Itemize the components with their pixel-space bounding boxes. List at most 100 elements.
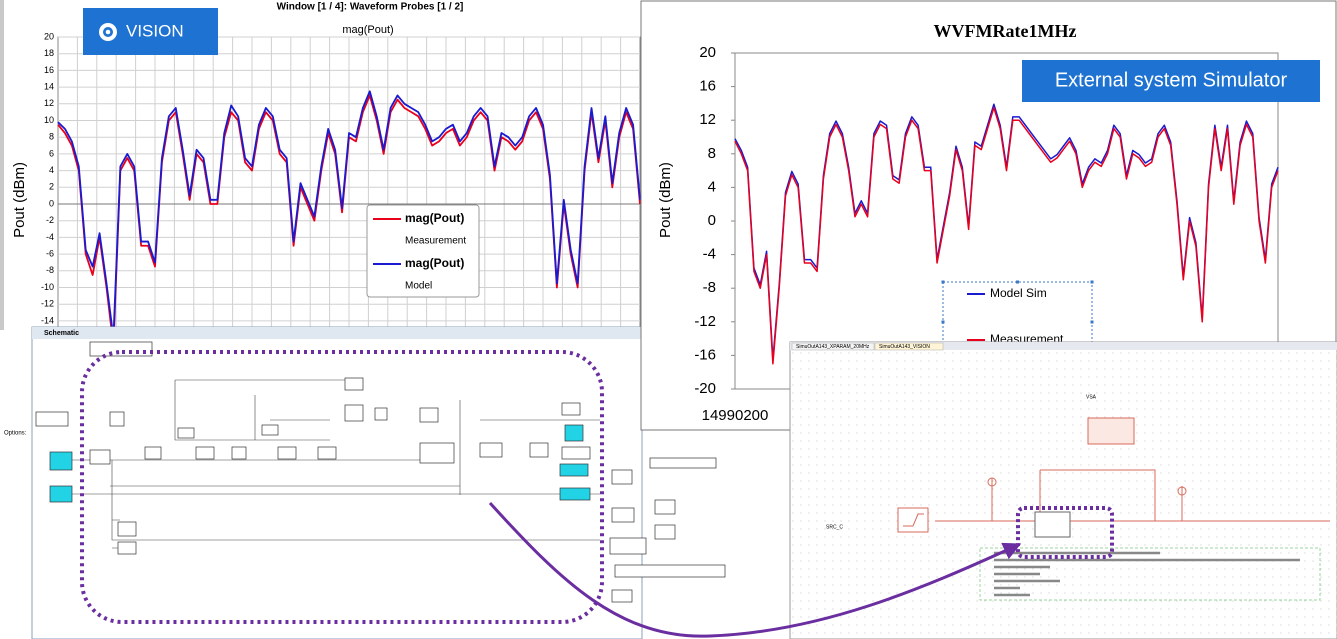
block: [609, 537, 647, 555]
block: [374, 407, 388, 421]
simulator-window: SimuOutA143_XPARAM_20MHz SimuOutA143_VIS…: [789, 341, 1337, 639]
block: [561, 402, 581, 416]
y-tick-label: 18: [44, 48, 54, 58]
block: [529, 442, 549, 458]
block: [344, 377, 364, 391]
badge-text: External system Simulator: [1055, 69, 1288, 91]
probe: [987, 477, 997, 487]
legend-label: mag(Pout): [405, 211, 464, 225]
legend-handle: [1090, 320, 1094, 324]
block: [117, 541, 137, 555]
block: [261, 424, 279, 436]
block: [277, 446, 297, 460]
block: [89, 449, 111, 465]
block: [419, 442, 455, 464]
y-tick-label: -12: [694, 313, 716, 330]
y-tick-label: -12: [41, 299, 54, 309]
legend-box: [366, 204, 480, 298]
chart-left: -20-18-16-14-12-10-8-6-4-202468101214161…: [11, 24, 641, 375]
y-axis-label: Pout (dBm): [657, 162, 674, 238]
block: [109, 411, 125, 427]
block: [559, 463, 589, 477]
source: [897, 507, 929, 533]
block: [35, 411, 69, 427]
panel: [31, 326, 643, 639]
block: [344, 404, 364, 422]
block: [614, 564, 726, 578]
y-tick-label: 6: [49, 148, 54, 158]
y-tick-label: 8: [708, 145, 716, 162]
block: [317, 446, 337, 460]
y-tick-label: 10: [44, 115, 54, 125]
y-tick-label: -8: [703, 279, 716, 296]
block: [611, 507, 635, 523]
y-tick-label: 4: [708, 178, 716, 195]
y-tick-label: -8: [46, 265, 54, 275]
schematic-panel: Schematic Options:: [4, 326, 726, 639]
block: [144, 446, 162, 460]
block: [649, 457, 717, 469]
y-tick-label: -4: [703, 246, 716, 263]
block: [419, 407, 439, 423]
block: [231, 446, 247, 460]
y-tick-label: 16: [44, 65, 54, 75]
badge-text: VISION: [126, 21, 184, 40]
series-line: [734, 106, 1279, 365]
block: [611, 469, 633, 485]
block: [49, 485, 73, 503]
tab-bar: [790, 342, 1337, 350]
legend-note: Measurement: [405, 236, 466, 247]
legend-handle: [1016, 280, 1019, 284]
y-tick-label: 14: [44, 81, 54, 91]
badge: [1022, 60, 1320, 102]
param-box: [979, 547, 1321, 601]
legend-handle: [941, 280, 945, 284]
vsa: [1087, 417, 1135, 445]
sim-badge: External system Simulator: [1022, 60, 1320, 102]
block: [89, 341, 153, 357]
chart-title: mag(Pout): [342, 24, 393, 36]
y-tick-label: 20: [44, 31, 54, 41]
y-tick-label: 0: [49, 198, 54, 208]
y-tick-label: 4: [49, 165, 54, 175]
y-tick-label: 8: [49, 132, 54, 142]
legend-handle: [941, 320, 945, 324]
wires: [935, 469, 1330, 522]
y-tick-label: 16: [699, 78, 716, 95]
panel-header: [32, 327, 642, 339]
legend-label: mag(Pout): [405, 256, 464, 270]
tab-label[interactable]: SimuOutA143_VISION: [879, 344, 930, 350]
source-icon: [903, 513, 924, 527]
vsa-label: VSA: [1086, 394, 1097, 400]
block: [49, 451, 73, 471]
canvas: [790, 351, 1337, 639]
panel-title: Schematic: [44, 330, 79, 337]
series-line: [57, 90, 641, 339]
y-tick-label: -16: [694, 346, 716, 363]
tab-label[interactable]: SimuOutA143_XPARAM_20MHz: [796, 344, 870, 350]
legend-note: Model: [405, 281, 432, 292]
block: [117, 521, 137, 537]
y-tick-label: -4: [46, 232, 54, 242]
y-tick-label: 12: [44, 98, 54, 108]
tab[interactable]: [791, 342, 875, 351]
y-tick-label: 12: [699, 111, 716, 128]
block: [559, 487, 591, 501]
options-label: Options:: [4, 431, 27, 437]
block: [479, 442, 503, 458]
y-tick-label: 2: [49, 182, 54, 192]
tab[interactable]: [874, 342, 944, 351]
legend-label: Model Sim: [990, 286, 1047, 300]
y-tick-label: 0: [708, 212, 716, 229]
block: [654, 499, 676, 515]
legend-handle: [1090, 280, 1094, 284]
highlight-right: [1016, 506, 1114, 559]
y-tick-label: -14: [41, 315, 54, 325]
dut: [1034, 511, 1071, 538]
x-tick-label: 14990200: [702, 407, 769, 424]
block: [195, 446, 215, 460]
link-arrow: [488, 501, 1022, 638]
block: [654, 524, 676, 540]
block: [561, 446, 591, 460]
